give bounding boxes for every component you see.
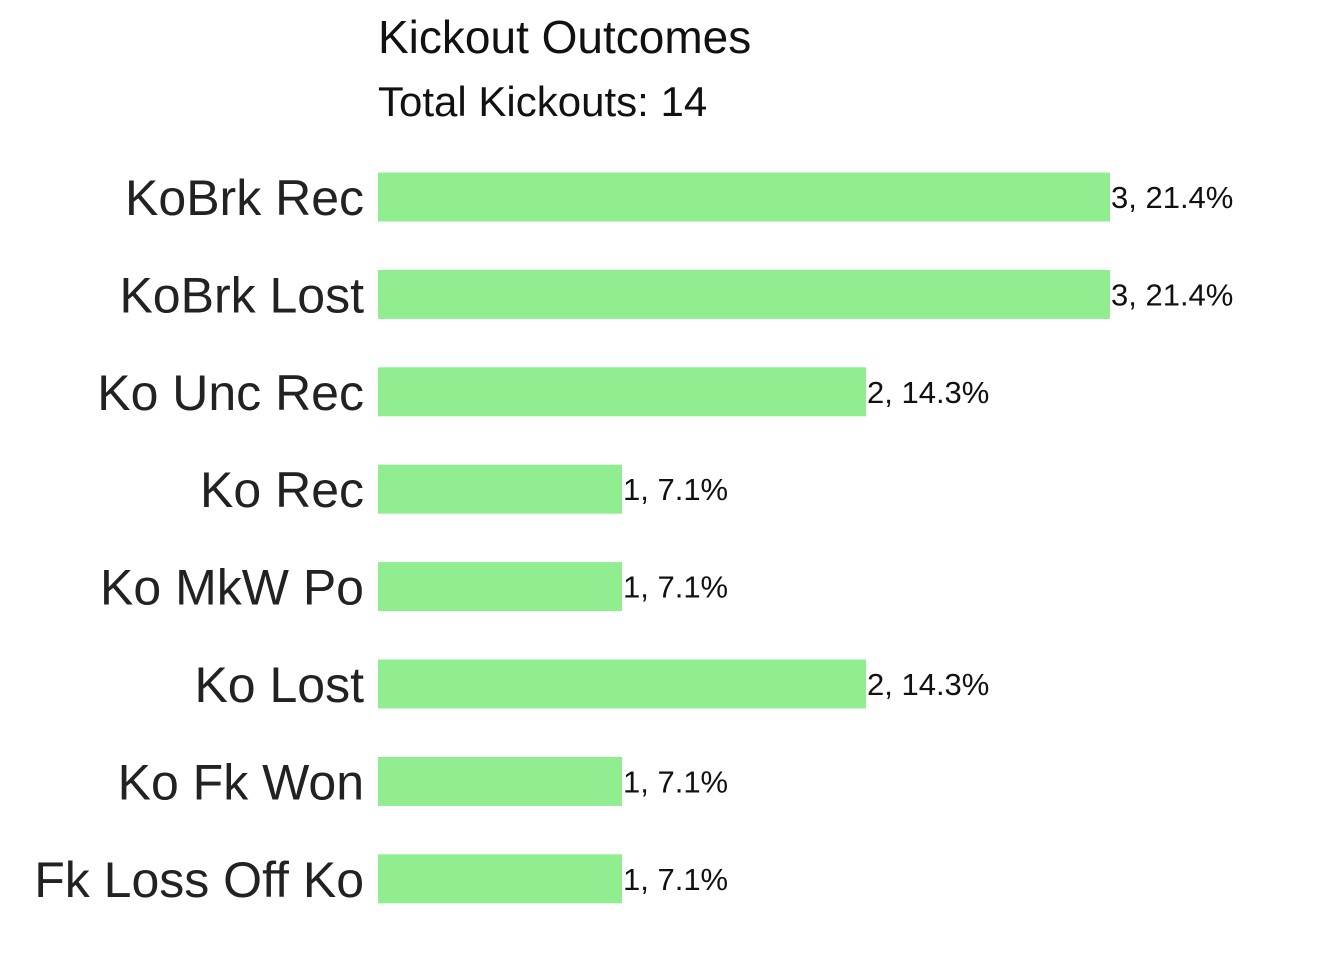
category-label: Fk Loss Off Ko [34, 852, 364, 908]
data-label: 1, 7.1% [623, 570, 728, 605]
data-label: 1, 7.1% [623, 862, 728, 897]
bar [378, 756, 622, 806]
bar [378, 562, 622, 612]
bar [378, 854, 622, 904]
category-label: Ko Rec [200, 462, 364, 518]
category-label: Ko Lost [194, 657, 364, 713]
bar [378, 659, 866, 709]
bar [378, 172, 1110, 222]
data-label: 2, 14.3% [867, 667, 989, 702]
category-label: KoBrk Rec [125, 170, 364, 226]
bars-group: KoBrk Rec 3, 21.4% KoBrk Lost 3, 21.4% Ko Un… [34, 170, 1233, 908]
bar [378, 367, 866, 417]
data-label: 1, 7.1% [623, 472, 728, 507]
chart-title: Kickout Outcomes [378, 11, 751, 63]
data-label: 3, 21.4% [1111, 277, 1233, 312]
data-label: 2, 14.3% [867, 375, 989, 410]
category-label: KoBrk Lost [119, 267, 364, 323]
category-label: Ko MkW Po [100, 560, 364, 616]
bar [378, 464, 622, 514]
category-label: Ko Fk Won [118, 754, 364, 810]
chart-subtitle: Total Kickouts: 14 [378, 78, 707, 125]
bar [378, 269, 1110, 319]
category-label: Ko Unc Rec [97, 365, 364, 421]
data-label: 1, 7.1% [623, 764, 728, 799]
data-label: 3, 21.4% [1111, 180, 1233, 215]
